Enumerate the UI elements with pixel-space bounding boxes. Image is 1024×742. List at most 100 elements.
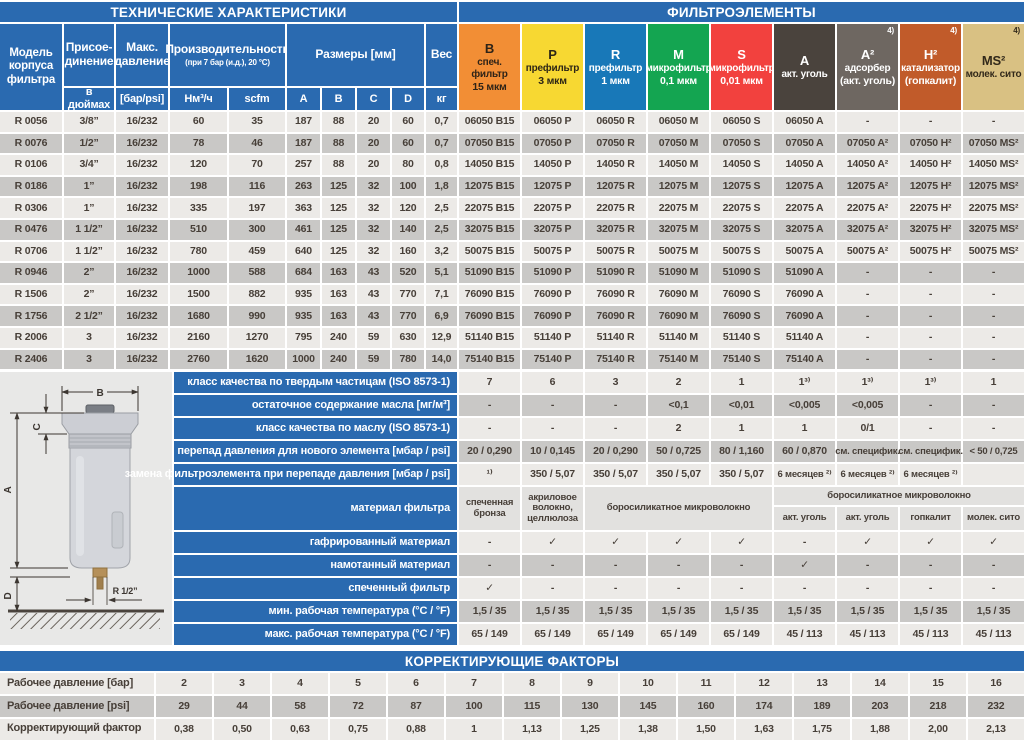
property-value-cell: 1,5 / 35: [585, 601, 646, 623]
correction-value-cell: 1,38: [620, 718, 676, 740]
property-value-cell: -: [963, 555, 1024, 577]
spec-cell: 20: [357, 133, 390, 154]
element-code-cell: 12075 MS²: [963, 176, 1024, 197]
correction-value-cell: 15: [910, 673, 966, 694]
model-cell: R 0476: [0, 219, 62, 240]
property-value-cell: -: [522, 395, 583, 417]
element-code-cell: 07050 M: [648, 133, 709, 154]
dim-d-label: D: [3, 593, 14, 600]
spec-cell: 116: [229, 176, 285, 197]
element-name: молек. сито: [965, 68, 1022, 80]
element-code-cell: 12075 S: [711, 176, 772, 197]
property-value-cell: 1³⁾: [900, 372, 961, 394]
property-value-cell: 45 / 113: [963, 624, 1024, 646]
element-micron: 0,1 мкм: [660, 74, 697, 87]
spec-cell: 1000: [287, 349, 320, 370]
spec-cell: 5,1: [426, 263, 457, 283]
element-code-cell: 32075 A²: [837, 219, 898, 240]
correction-value-cell: 8: [504, 673, 560, 694]
property-value-cell: -: [459, 418, 520, 440]
correction-value-cell: 232: [968, 695, 1024, 717]
property-value-cell: 350 / 5,07: [585, 464, 646, 486]
spec-cell: 0,7: [426, 112, 457, 132]
property-value-cell: -: [522, 555, 583, 577]
filter-drawing: B C A D R 1/2”: [0, 372, 172, 646]
property-value-cell: 350 / 5,07: [648, 464, 709, 486]
correction-value-cell: 1,75: [794, 718, 850, 740]
element-code-cell: 22075 A²: [837, 198, 898, 218]
property-value-cell: 1,5 / 35: [711, 601, 772, 623]
spec-cell: 43: [357, 306, 390, 326]
element-code-cell: -: [900, 349, 961, 370]
header-capacity-title: Производительность: [165, 41, 290, 56]
spec-cell: 1 1/2”: [64, 241, 114, 262]
spec-cell: 16/232: [116, 327, 168, 348]
property-value-cell: 6 месяцев ²⁾: [774, 464, 835, 486]
spec-cell: 60: [392, 112, 424, 132]
spec-cell: 461: [287, 219, 320, 240]
element-code-cell: 07050 S: [711, 133, 772, 154]
element-code-cell: 32075 MS²: [963, 219, 1024, 240]
correction-value-cell: 218: [910, 695, 966, 717]
property-value-cell: 65 / 149: [459, 624, 520, 646]
spec-cell: 7,1: [426, 284, 457, 305]
property-value-cell: -: [522, 418, 583, 440]
spec-cell: 1,8: [426, 176, 457, 197]
correction-value-cell: 115: [504, 695, 560, 717]
element-code: H²: [923, 46, 938, 62]
element-micron: 3 мкм: [538, 74, 567, 87]
property-value-cell: ✓: [963, 532, 1024, 554]
model-cell: R 1756: [0, 306, 62, 326]
subheader-scfm: scfm: [229, 88, 285, 110]
element-name: катализатор: [901, 62, 960, 74]
spec-cell: 20: [357, 112, 390, 132]
correction-value-cell: 16: [968, 673, 1024, 694]
spec-cell: 16/232: [116, 349, 168, 370]
correction-value-cell: 13: [794, 673, 850, 694]
property-value-cell: 350 / 5,07: [522, 464, 583, 486]
element-column-header-9: 4) MS² молек. сито: [963, 24, 1024, 110]
spec-cell: 125: [322, 241, 355, 262]
spec-cell: 197: [229, 198, 285, 218]
spec-cell: 100: [392, 176, 424, 197]
element-code-cell: 14050 A²: [837, 155, 898, 175]
correction-value-cell: 1,88: [852, 718, 908, 740]
property-value-cell: см. специфик.: [898, 441, 963, 463]
element-code-cell: 14050 MS²: [963, 155, 1024, 175]
spec-cell: 20: [357, 155, 390, 175]
dim-a-label: A: [3, 487, 14, 494]
correction-value-cell: 1,63: [736, 718, 792, 740]
property-value-cell: ¹⁾: [459, 464, 520, 486]
element-code-cell: 22075 H²: [900, 198, 961, 218]
correction-value-cell: 7: [446, 673, 502, 694]
spec-cell: 43: [357, 263, 390, 283]
correction-value-cell: 11: [678, 673, 734, 694]
spec-cell: 187: [287, 133, 320, 154]
property-value-cell: -: [648, 555, 709, 577]
property-value-cell: -: [522, 578, 583, 600]
property-value-cell: ✓: [900, 532, 961, 554]
spec-cell: 46: [229, 133, 285, 154]
property-value-cell: 65 / 149: [585, 624, 646, 646]
property-label: намотанный материал: [174, 555, 457, 577]
element-code-cell: 50075 R: [585, 241, 646, 262]
correction-value-cell: 12: [736, 673, 792, 694]
element-code-cell: 76090 P: [522, 284, 583, 305]
top-banners: ТЕХНИЧЕСКИЕ ХАРАКТЕРИСТИКИ ФИЛЬТРОЭЛЕМЕН…: [0, 2, 1024, 22]
element-code-cell: 12075 H²: [900, 176, 961, 197]
spec-cell: 160: [392, 241, 424, 262]
model-cell: R 0306: [0, 198, 62, 218]
correction-value-cell: 29: [156, 695, 212, 717]
element-code-cell: 51090 A: [774, 263, 835, 283]
element-code-cell: 22075 M: [648, 198, 709, 218]
element-code-cell: 07050 MS²: [963, 133, 1024, 154]
correction-value-cell: 72: [330, 695, 386, 717]
spec-cell: 32: [357, 176, 390, 197]
element-code-cell: 75140 B15: [459, 349, 520, 370]
property-label: замена фильтроэлемента при перепаде давл…: [125, 464, 457, 486]
element-code-cell: 76090 P: [522, 306, 583, 326]
material-cell-merged: боросиликатное микроволокно: [585, 487, 772, 531]
spec-cell: 2,5: [426, 198, 457, 218]
property-value-cell: 65 / 149: [522, 624, 583, 646]
